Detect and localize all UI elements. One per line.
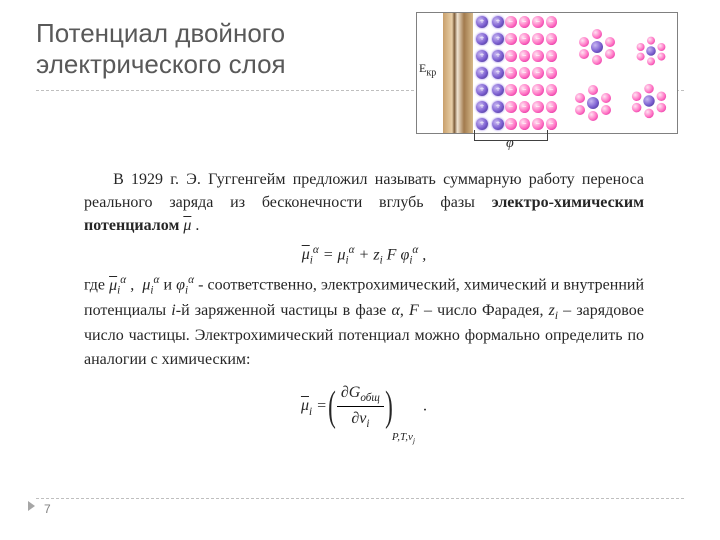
figure-frame: EEкркр +++++++ +++++++ <box>416 12 678 134</box>
anion-layer <box>505 13 557 133</box>
e-field-label: EEкркр <box>419 61 436 78</box>
footer-rule <box>36 498 684 499</box>
equation-2: μi = ( ∂Gобщ ∂νi ) P,T,νj . <box>84 381 644 433</box>
slide-title: Потенциал двойного электрического слоя <box>36 18 396 80</box>
equation-1: μiα = μiα + zi F φiα , <box>84 242 644 269</box>
solvated-ion <box>579 29 615 65</box>
title-line-1: Потенциал двойного <box>36 18 285 48</box>
cation-column-2: +++++++ <box>491 13 505 133</box>
cation-column-1: +++++++ <box>475 13 489 133</box>
body-text: В 1929 г. Э. Гуггенгейм предложил называ… <box>84 168 644 437</box>
page-number: 7 <box>44 502 51 516</box>
solvated-ion <box>632 84 666 118</box>
solvated-ion <box>637 37 666 66</box>
phi-label: φ <box>506 136 514 152</box>
paragraph-1: В 1929 г. Э. Гуггенгейм предложил называ… <box>84 168 644 238</box>
metal-electrode <box>443 13 473 133</box>
slide: Потенциал двойного электрического слоя E… <box>0 0 720 540</box>
footer-arrow-icon <box>28 501 35 511</box>
solvated-ion <box>575 85 611 121</box>
edl-figure: EEкркр +++++++ +++++++ <box>416 12 680 152</box>
paragraph-2: где μiα , μiα и φiα - соответственно, эл… <box>84 272 644 371</box>
title-line-2: электрического слоя <box>36 49 286 79</box>
